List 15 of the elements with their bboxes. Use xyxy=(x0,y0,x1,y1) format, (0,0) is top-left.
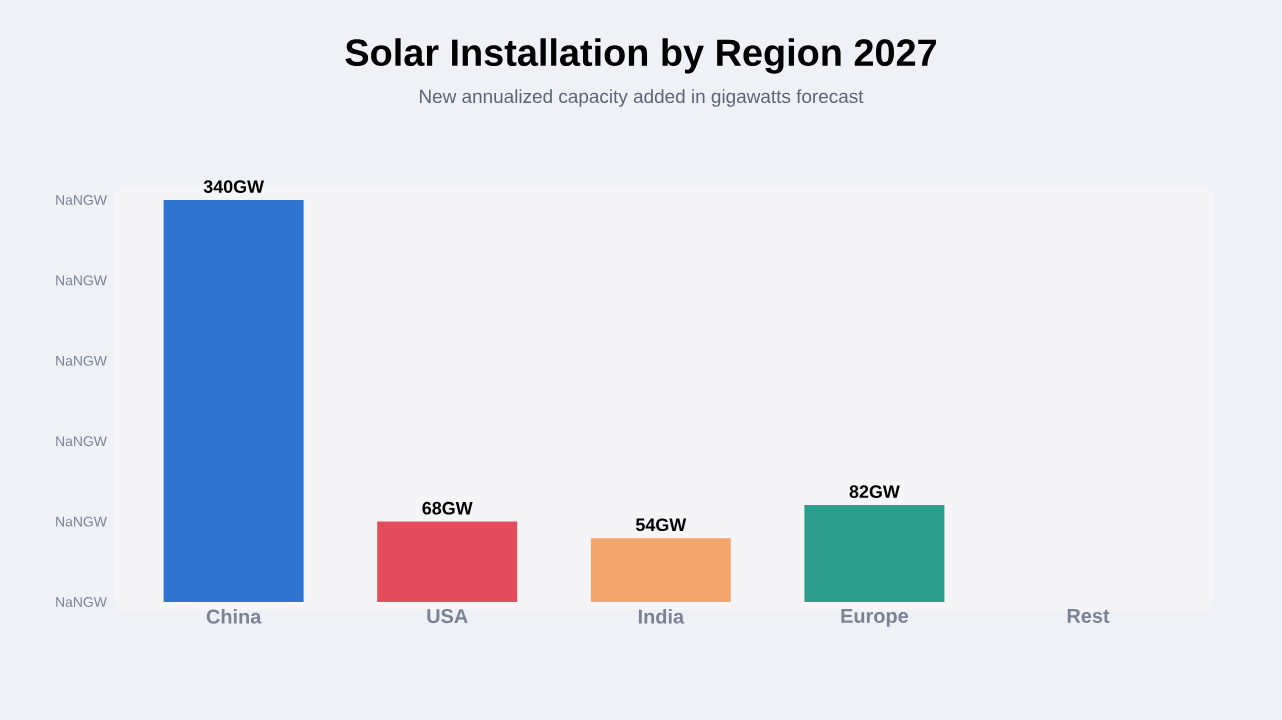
data-label: 54GW xyxy=(635,518,687,532)
data-label: 68GW xyxy=(422,501,473,515)
x-tick-label: USA xyxy=(427,609,468,624)
bar xyxy=(804,505,945,602)
chart-subtitle: New annualized capacity added in gigawatts forecast xyxy=(420,89,864,107)
x-tick-label: China xyxy=(206,609,262,624)
data-label: 82GW xyxy=(849,485,900,499)
bar xyxy=(163,200,304,602)
bar xyxy=(377,521,518,602)
x-tick-label: Rest xyxy=(1067,609,1110,623)
data-label: 340GW xyxy=(203,180,264,193)
bar xyxy=(590,538,731,602)
x-tick-label: India xyxy=(638,609,685,624)
x-tick-label: Europe xyxy=(841,609,909,627)
chart-title: Solar Installation by Region 2027 xyxy=(345,38,936,74)
